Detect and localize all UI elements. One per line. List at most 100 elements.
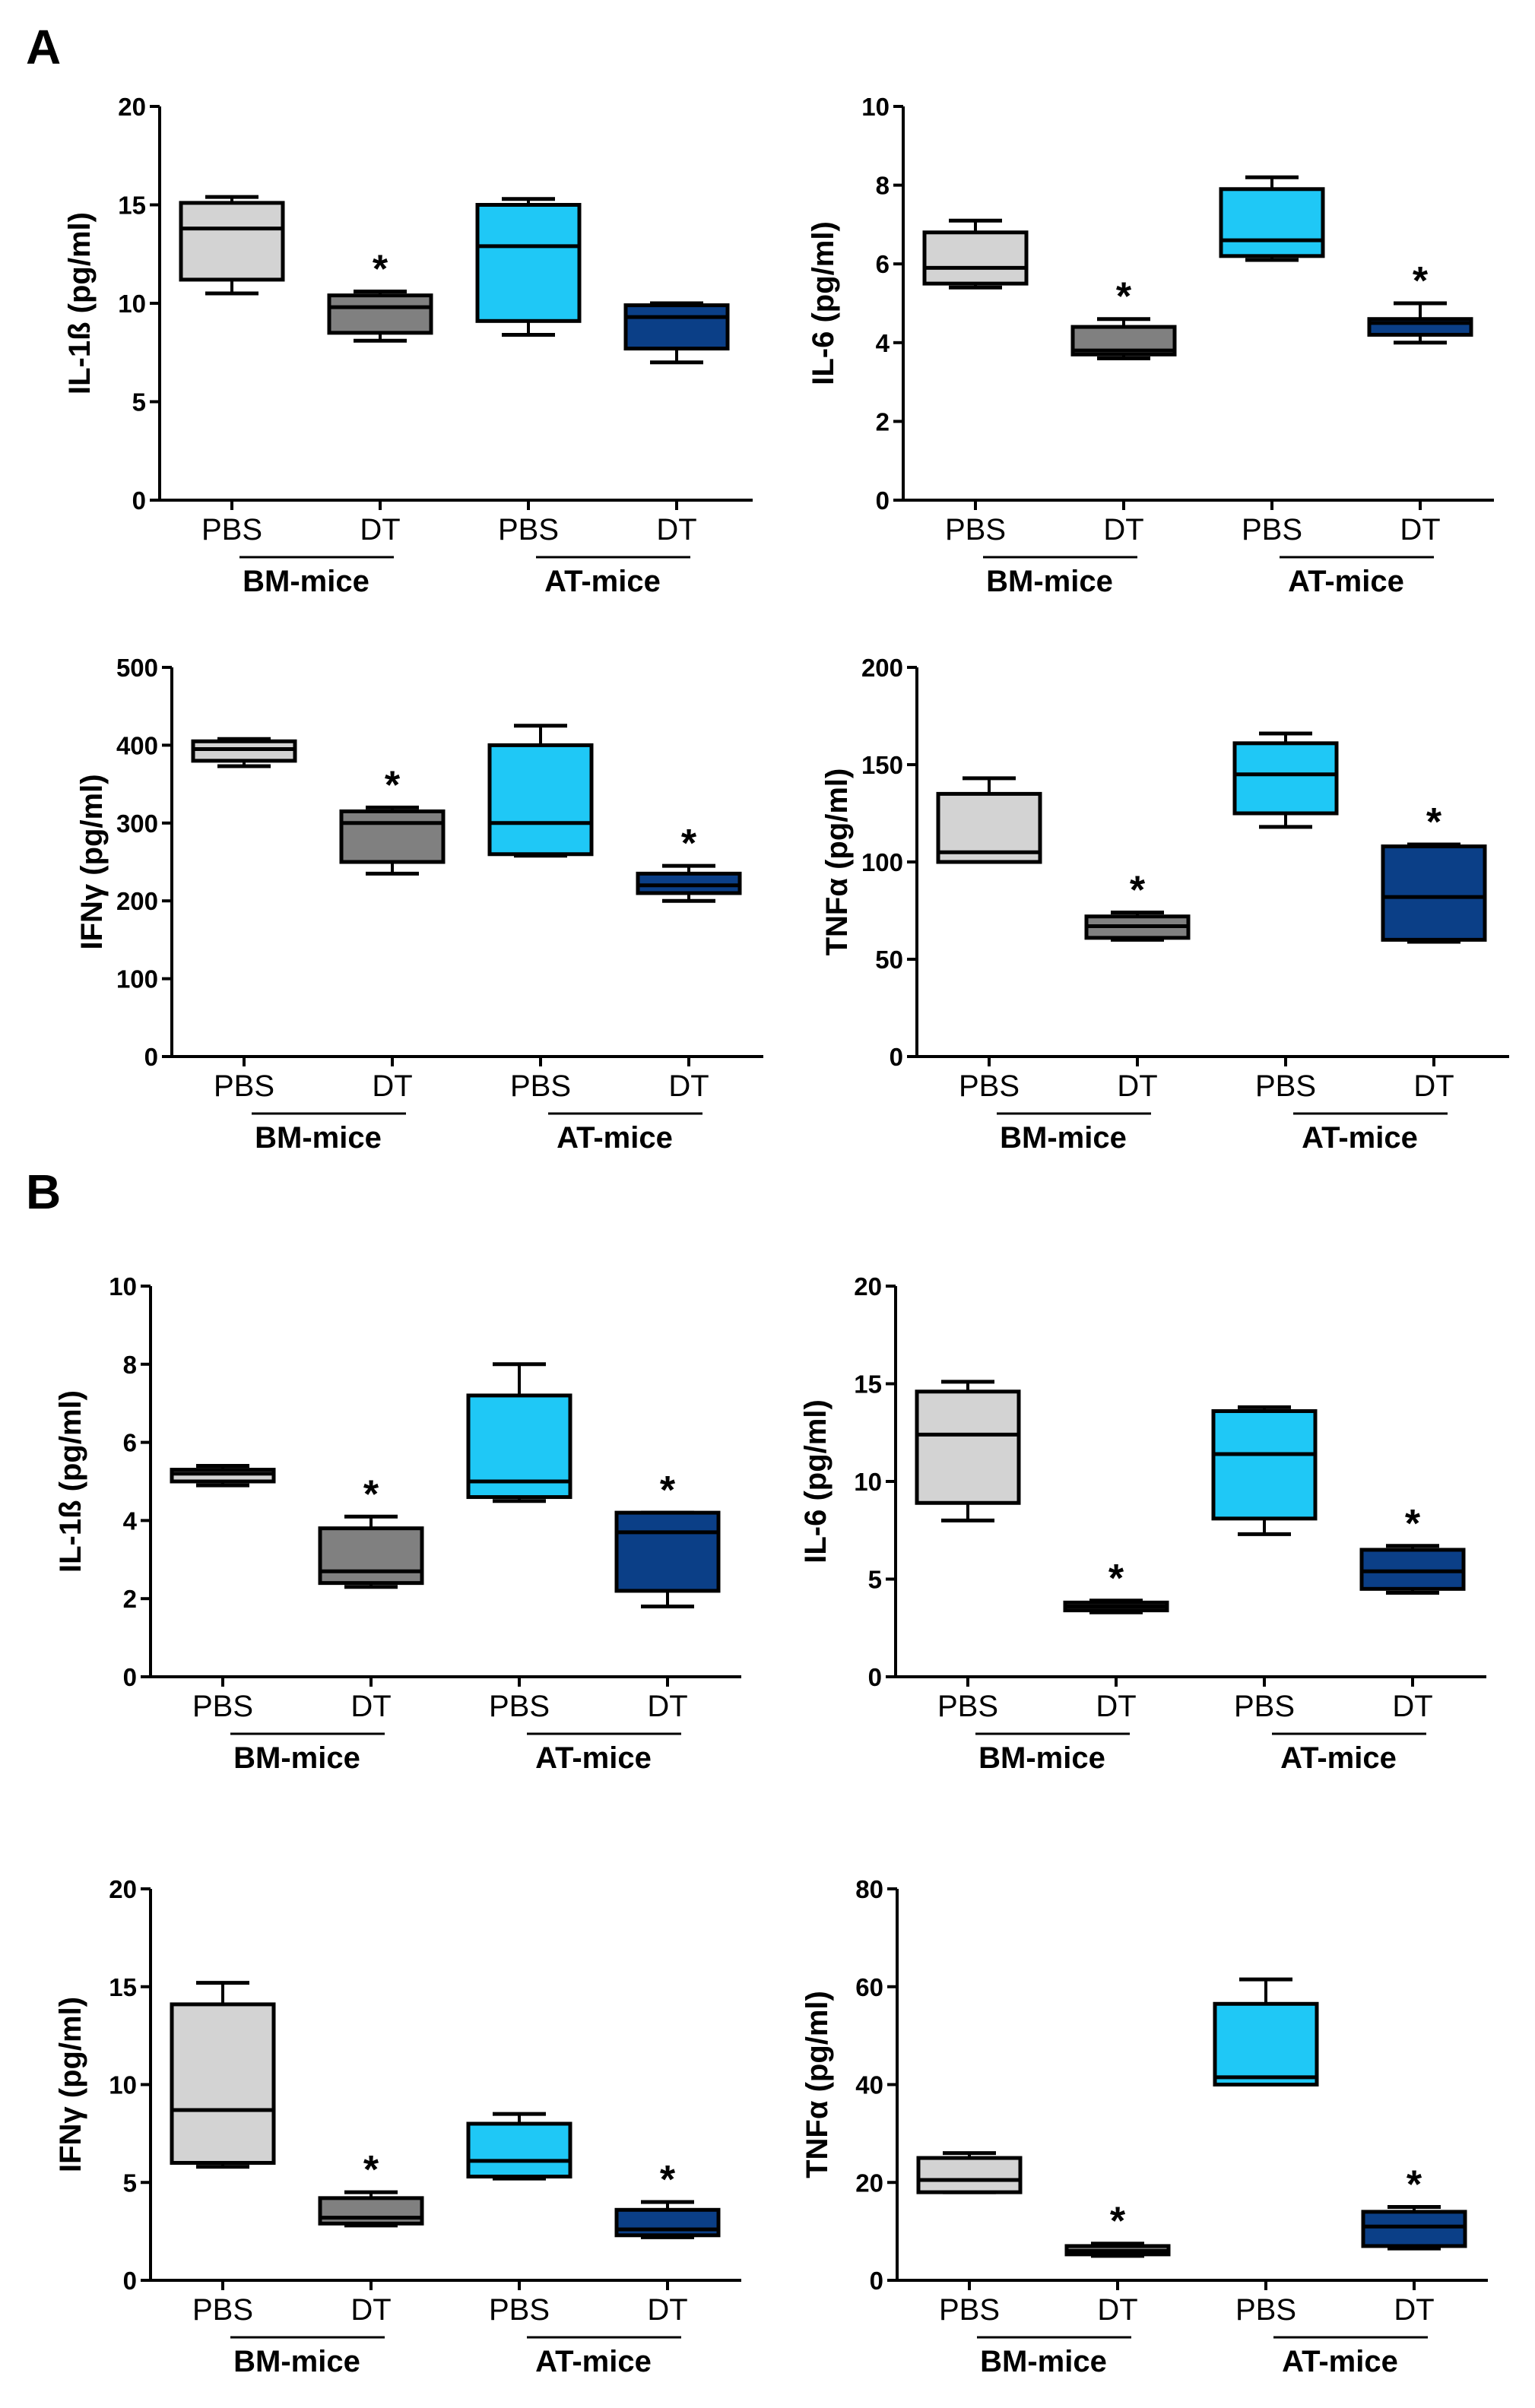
x-tick-label: PBS — [1235, 2293, 1296, 2327]
x-tick-label: DT — [1103, 513, 1143, 547]
y-tick-label: 15 — [854, 1370, 882, 1399]
significance-marker: * — [1405, 1502, 1421, 1546]
group-label: AT-mice — [1280, 1741, 1397, 1775]
box-4: * — [614, 2158, 721, 2239]
box-4: * — [1381, 800, 1487, 944]
group-label: BM-mice — [233, 2345, 360, 2378]
x-tick-label: PBS — [489, 1690, 550, 1723]
y-tick-label: 100 — [116, 965, 158, 993]
box-3 — [487, 724, 594, 858]
y-tick-label: 20 — [109, 1875, 137, 1903]
y-tick-label: 0 — [144, 1043, 158, 1071]
y-tick-label: 0 — [876, 486, 890, 515]
box-2: * — [1063, 1557, 1169, 1614]
x-tick-label: PBS — [959, 1069, 1020, 1103]
chart-5: 0 2 4 6 8 10 IL-1ß (pg/ml) PBS DT PBS DT BM-mice AT-… — [54, 1272, 741, 1775]
x-tick-label: DT — [1117, 1069, 1157, 1103]
y-tick-label: 200 — [116, 887, 158, 915]
box-1 — [922, 218, 1029, 290]
box-2: * — [1064, 2200, 1171, 2258]
significance-marker: * — [681, 822, 697, 866]
box-2: * — [318, 1472, 424, 1589]
y-tick-label: 10 — [109, 2071, 137, 2099]
y-tick-label: 40 — [855, 2071, 883, 2099]
y-axis-label: IL-6 (pg/ml) — [807, 221, 840, 385]
box-iqr — [339, 809, 446, 864]
box-1 — [915, 1380, 1021, 1522]
group-label: BM-mice — [986, 565, 1113, 598]
group-label: BM-mice — [980, 2345, 1107, 2378]
y-tick-label: 10 — [109, 1272, 137, 1301]
y-tick-label: 0 — [890, 1043, 903, 1071]
box-1 — [170, 1463, 276, 1488]
x-tick-label: PBS — [192, 1690, 253, 1723]
x-tick-label: PBS — [489, 2293, 550, 2327]
box-3 — [1219, 175, 1325, 262]
box-4: * — [1361, 2162, 1467, 2251]
box-iqr — [475, 203, 582, 323]
significance-marker: * — [660, 1469, 676, 1513]
box-2: * — [327, 247, 433, 343]
x-tick-label: PBS — [201, 513, 262, 547]
panel-letter-b: B — [26, 1164, 61, 1219]
group-label: BM-mice — [243, 565, 369, 598]
box-iqr — [318, 1526, 424, 1586]
box-1 — [170, 1981, 276, 2169]
x-tick-label: PBS — [937, 1690, 998, 1723]
y-tick-label: 5 — [123, 2169, 137, 2197]
group-label: AT-mice — [535, 2345, 652, 2378]
y-tick-label: 15 — [109, 1973, 137, 2001]
significance-marker: * — [1116, 275, 1132, 319]
y-axis-label: TNFα (pg/ml) — [820, 768, 854, 956]
chart-4: 0 50 100 150 200 TNFα (pg/ml) PBS DT PBS DT BM-mic… — [820, 654, 1509, 1155]
y-tick-label: 20 — [855, 2169, 883, 2197]
box-4: * — [1359, 1502, 1466, 1595]
chart-3: 0 100 200 300 400 500 IFNγ (pg/ml) PBS DT PBS DT BM… — [75, 654, 763, 1155]
box-iqr — [466, 2121, 572, 2179]
x-tick-label: DT — [1400, 513, 1440, 547]
x-tick-label: PBS — [939, 2293, 1000, 2327]
y-tick-label: 500 — [116, 654, 158, 682]
significance-marker: * — [363, 1472, 379, 1516]
y-tick-label: 6 — [123, 1429, 137, 1457]
y-tick-label: 0 — [123, 1663, 137, 1691]
significance-marker: * — [1413, 259, 1429, 303]
x-tick-label: PBS — [510, 1069, 571, 1103]
group-label: AT-mice — [535, 1741, 652, 1775]
significance-marker: * — [660, 2158, 676, 2202]
box-iqr — [915, 1389, 1021, 1505]
y-tick-label: 8 — [876, 172, 890, 200]
y-tick-label: 4 — [123, 1507, 138, 1535]
x-tick-label: PBS — [192, 2293, 253, 2327]
group-label: AT-mice — [1282, 2345, 1398, 2378]
y-tick-label: 10 — [861, 93, 890, 121]
group-label: BM-mice — [233, 1741, 360, 1775]
box-iqr — [1219, 187, 1325, 258]
x-tick-label: DT — [647, 1690, 687, 1723]
box-2: * — [318, 2148, 424, 2228]
x-tick-label: PBS — [1242, 513, 1302, 547]
box-iqr — [1232, 741, 1339, 816]
y-tick-label: 20 — [854, 1272, 882, 1301]
box-iqr — [487, 743, 594, 857]
group-label: AT-mice — [1288, 565, 1404, 598]
y-axis-label: IFNγ (pg/ml) — [54, 1997, 87, 2172]
y-axis-label: IL-1ß (pg/ml) — [54, 1390, 87, 1573]
box-iqr — [1381, 844, 1487, 942]
y-tick-label: 6 — [876, 250, 890, 278]
chart-7: 0 5 10 15 20 IFNγ (pg/ml) PBS DT PBS DT BM-mice AT-… — [54, 1875, 741, 2378]
box-2: * — [1070, 275, 1177, 361]
chart-8: 0 20 40 60 80 TNFα (pg/ml) PBS DT PBS DT BM-mice AT… — [801, 1875, 1488, 2378]
x-tick-label: PBS — [945, 513, 1006, 547]
y-tick-label: 2 — [123, 1585, 137, 1613]
box-3 — [475, 197, 582, 337]
chart-2: 0 2 4 6 8 10 IL-6 (pg/ml) PBS DT PBS DT BM-mice AT-m… — [807, 93, 1494, 598]
box-iqr — [1361, 2210, 1467, 2248]
group-label: BM-mice — [978, 1741, 1105, 1775]
x-tick-label: PBS — [498, 513, 559, 547]
x-tick-label: PBS — [1234, 1690, 1295, 1723]
x-tick-label: DT — [360, 513, 400, 547]
y-tick-label: 0 — [132, 486, 146, 515]
